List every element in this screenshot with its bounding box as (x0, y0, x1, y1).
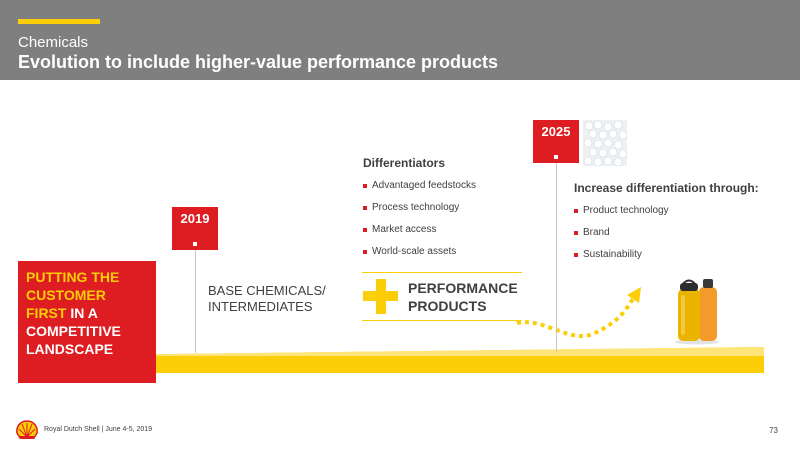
milestone-2019-line (195, 250, 196, 353)
shell-logo-icon (16, 420, 38, 439)
dotted-growth-arrow-icon (516, 287, 641, 338)
customer-line-5: LANDSCAPE (26, 341, 114, 357)
customer-first-box: PUTTING THE CUSTOMER FIRST IN A COMPETIT… (18, 261, 156, 383)
customer-first-text: PUTTING THE CUSTOMER FIRST IN A COMPETIT… (26, 268, 148, 358)
slide-title: Evolution to include higher-value perfor… (18, 52, 499, 72)
list-item: Process technology (363, 202, 476, 224)
milestone-2025-dot (554, 155, 558, 159)
base-line-1: BASE CHEMICALS/ (208, 283, 326, 298)
list-item: World-scale assets (363, 246, 476, 268)
increase-differentiation-heading: Increase differentiation through: (574, 181, 759, 195)
performance-bottom-rule (362, 320, 522, 321)
customer-line-3b: IN A (66, 305, 98, 321)
customer-line-3a: FIRST (26, 305, 67, 321)
customer-line-4: COMPETITIVE (26, 323, 121, 339)
performance-top-rule (362, 272, 522, 273)
milestone-2019-flag: 2019 (172, 207, 218, 250)
bottles-image (675, 279, 719, 345)
list-item: Brand (574, 227, 669, 249)
differentiators-heading: Differentiators (363, 156, 446, 170)
page-number: 73 (769, 426, 778, 435)
increase-differentiation-list: Product technology Brand Sustainability (574, 205, 669, 271)
milestone-2025-label: 2025 (541, 124, 571, 139)
customer-line-2: CUSTOMER (26, 287, 106, 303)
base-line-2: INTERMEDIATES (208, 299, 313, 314)
list-item: Sustainability (574, 249, 669, 271)
header-accent-line (18, 19, 100, 24)
milestone-2019-label: 2019 (180, 211, 210, 226)
list-item: Advantaged feedstocks (363, 180, 476, 202)
header-bar: Chemicals Evolution to include higher-va… (0, 0, 800, 80)
milestone-2025-flag: 2025 (533, 120, 579, 163)
plus-icon (376, 279, 386, 314)
milestone-2019-dot (193, 242, 197, 246)
milestone-2025-line (556, 163, 557, 353)
section-title: Chemicals (18, 34, 89, 51)
plastic-pellets-image (583, 120, 627, 166)
footer-company-date: Royal Dutch Shell | June 4-5, 2019 (44, 426, 153, 433)
timeline-road-highlight (150, 347, 764, 356)
performance-line-1: PERFORMANCE (408, 280, 518, 296)
performance-line-2: PRODUCTS (408, 298, 487, 314)
list-item: Market access (363, 224, 476, 246)
performance-products-text: PERFORMANCE PRODUCTS (408, 279, 518, 315)
list-item: Product technology (574, 205, 669, 227)
differentiators-list: Advantaged feedstocks Process technology… (363, 180, 476, 268)
customer-line-1: PUTTING THE (26, 269, 120, 285)
base-chemicals-text: BASE CHEMICALS/ INTERMEDIATES (208, 283, 326, 315)
